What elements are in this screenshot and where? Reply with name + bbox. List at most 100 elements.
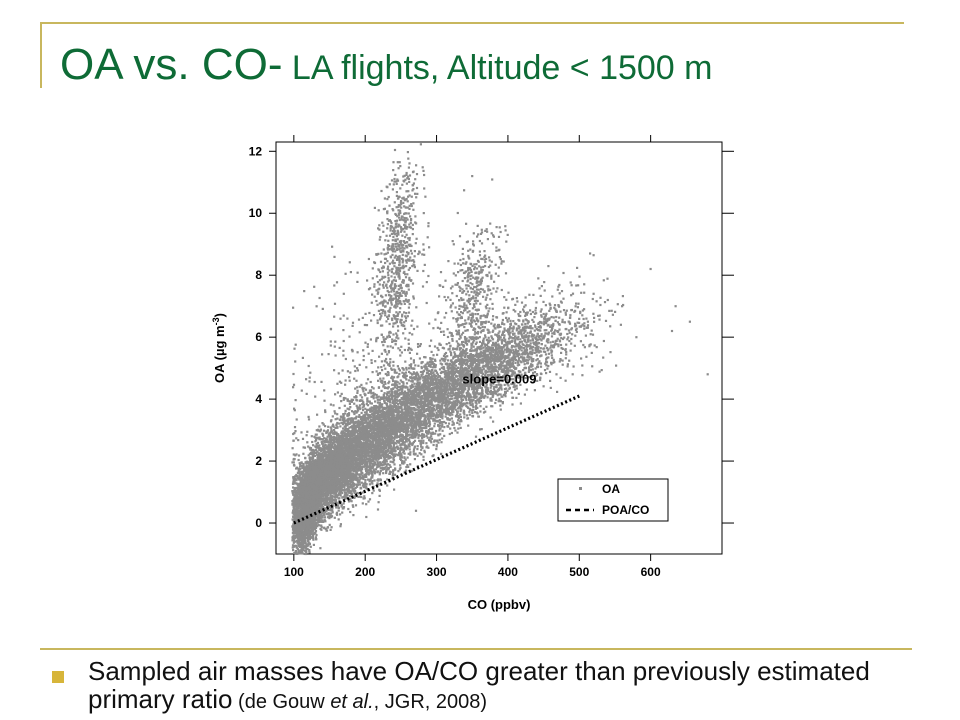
data-point: [303, 526, 306, 529]
data-point: [300, 507, 303, 510]
data-point: [297, 454, 301, 457]
data-point: [291, 461, 294, 464]
data-point: [324, 455, 327, 458]
data-point: [313, 515, 316, 518]
data-point: [298, 515, 301, 518]
data-point: [335, 506, 338, 509]
data-point: [305, 514, 308, 517]
data-point: [307, 506, 310, 509]
data-point: [332, 499, 335, 502]
data-point: [337, 485, 340, 488]
data-point: [334, 501, 337, 504]
data-point: [300, 552, 303, 555]
data-point: [297, 506, 300, 509]
data-point: [302, 494, 305, 497]
data-point: [331, 453, 334, 456]
data-point: [316, 441, 320, 444]
data-point: [302, 530, 305, 533]
data-point: [298, 503, 301, 507]
data-point: [308, 452, 311, 455]
data-point: [294, 540, 297, 543]
data-point: [341, 491, 344, 495]
frame-top-rule: [40, 22, 904, 24]
data-point: [291, 539, 294, 542]
data-point: [298, 495, 302, 498]
data-point: [305, 498, 308, 501]
data-point: [310, 532, 313, 536]
data-point: [306, 529, 309, 532]
data-point: [310, 461, 313, 465]
data-point: [311, 512, 315, 515]
data-point: [307, 540, 310, 543]
data-point: [295, 514, 298, 517]
data-point: [305, 517, 308, 520]
data-point: [309, 505, 312, 508]
data-point: [342, 420, 345, 423]
data-point: [303, 476, 306, 479]
data-point: [306, 430, 309, 433]
data-point: [297, 542, 300, 545]
data-point: [342, 413, 345, 416]
data-point: [304, 506, 307, 509]
data-point: [315, 524, 318, 527]
data-point: [337, 509, 340, 512]
data-point: [318, 515, 321, 518]
data-point: [347, 483, 350, 486]
data-point: [314, 528, 317, 531]
data-point: [324, 527, 327, 531]
data-point: [337, 497, 340, 500]
data-point: [314, 436, 317, 439]
data-point: [306, 512, 309, 515]
data-point: [309, 536, 312, 539]
data-point: [308, 493, 311, 496]
data-point: [321, 503, 324, 506]
data-point: [292, 539, 295, 542]
data-point: [308, 538, 311, 541]
slide-title-main: OA vs. CO-: [60, 40, 283, 89]
data-point: [361, 468, 364, 471]
data-point: [333, 429, 336, 432]
data-point: [306, 462, 309, 465]
data-point: [292, 507, 295, 511]
data-point: [330, 455, 333, 458]
data-point: [294, 515, 297, 519]
data-point: [301, 509, 304, 512]
data-point: [330, 481, 333, 484]
data-point: [292, 541, 295, 544]
data-point: [348, 408, 351, 411]
data-point: [299, 480, 302, 483]
data-point: [323, 462, 326, 465]
data-point: [299, 545, 302, 548]
data-point: [304, 532, 307, 536]
oa-points: [291, 143, 709, 556]
data-point: [308, 489, 311, 492]
data-point: [321, 442, 324, 445]
data-point: [328, 512, 331, 515]
data-point: [318, 516, 321, 519]
data-point: [322, 454, 325, 457]
data-point: [314, 487, 317, 490]
data-point: [320, 528, 323, 531]
data-point: [329, 456, 332, 459]
data-point: [342, 506, 346, 509]
data-point: [307, 461, 310, 464]
data-point: [311, 527, 314, 530]
data-point: [352, 485, 355, 488]
data-point: [304, 552, 307, 556]
data-point: [323, 480, 326, 483]
data-point: [317, 514, 320, 517]
data-point: [299, 531, 302, 534]
data-point: [297, 502, 300, 505]
data-point: [298, 536, 301, 539]
data-point: [315, 448, 318, 452]
data-point: [320, 499, 323, 502]
data-point: [331, 491, 334, 494]
data-point: [333, 462, 336, 465]
data-point: [310, 456, 313, 459]
data-point: [346, 407, 349, 410]
data-point: [305, 522, 308, 525]
data-point: [338, 490, 341, 493]
data-point: [333, 516, 336, 519]
data-point: [291, 525, 294, 528]
